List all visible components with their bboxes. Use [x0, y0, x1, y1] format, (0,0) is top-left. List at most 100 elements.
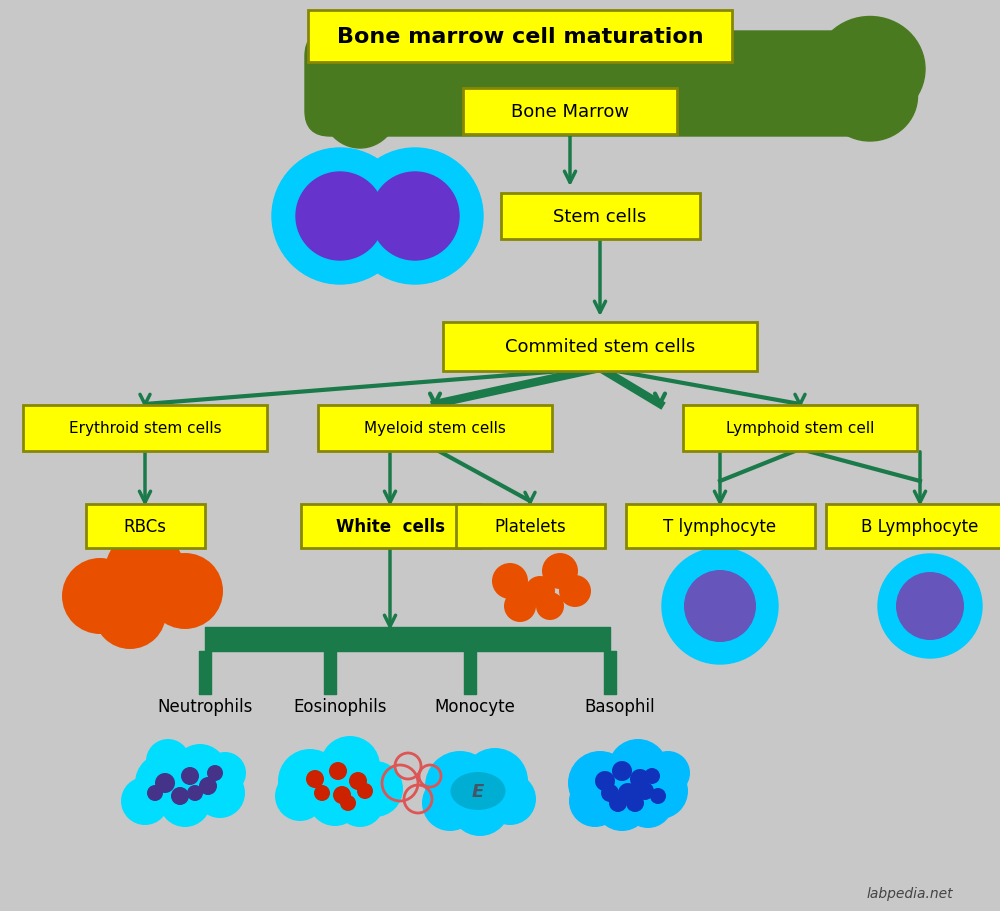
Circle shape	[636, 783, 654, 800]
Circle shape	[347, 148, 483, 284]
Ellipse shape	[310, 23, 400, 138]
Circle shape	[199, 777, 217, 795]
Text: White  cells: White cells	[336, 517, 445, 536]
Circle shape	[181, 767, 199, 785]
FancyBboxPatch shape	[626, 505, 814, 548]
Circle shape	[173, 744, 227, 798]
FancyBboxPatch shape	[456, 505, 604, 548]
Circle shape	[329, 763, 347, 780]
Circle shape	[612, 762, 632, 781]
Text: labpedia.net: labpedia.net	[867, 886, 953, 900]
Circle shape	[630, 769, 650, 789]
Text: Monocyte: Monocyte	[435, 697, 515, 715]
Circle shape	[536, 592, 564, 620]
Circle shape	[121, 777, 169, 825]
Circle shape	[623, 778, 673, 828]
FancyBboxPatch shape	[683, 405, 917, 452]
Circle shape	[484, 773, 536, 825]
Circle shape	[896, 572, 964, 640]
Circle shape	[450, 776, 510, 836]
Circle shape	[504, 590, 536, 622]
Circle shape	[425, 752, 495, 821]
Circle shape	[340, 795, 356, 811]
Text: Erythroid stem cells: Erythroid stem cells	[69, 421, 221, 436]
FancyBboxPatch shape	[23, 405, 267, 452]
Circle shape	[644, 768, 660, 784]
Circle shape	[147, 553, 223, 630]
Circle shape	[278, 749, 342, 814]
FancyBboxPatch shape	[463, 89, 677, 135]
Circle shape	[336, 779, 384, 827]
FancyBboxPatch shape	[301, 505, 480, 548]
FancyBboxPatch shape	[826, 505, 1000, 548]
FancyBboxPatch shape	[308, 11, 732, 63]
Circle shape	[422, 775, 478, 831]
Circle shape	[306, 770, 324, 788]
Text: Platelets: Platelets	[494, 517, 566, 536]
Circle shape	[347, 762, 403, 817]
Circle shape	[187, 785, 203, 801]
Circle shape	[349, 773, 367, 790]
Circle shape	[94, 578, 166, 650]
Circle shape	[559, 576, 591, 608]
Text: Myeloid stem cells: Myeloid stem cells	[364, 421, 506, 436]
Circle shape	[525, 577, 555, 607]
Text: Eosinophils: Eosinophils	[293, 697, 387, 715]
Circle shape	[320, 736, 380, 796]
Ellipse shape	[822, 52, 918, 142]
Circle shape	[595, 771, 615, 791]
Text: B Lymphocyte: B Lymphocyte	[861, 517, 979, 536]
Circle shape	[462, 748, 528, 814]
Circle shape	[333, 786, 351, 804]
Circle shape	[105, 531, 185, 611]
Text: Basophil: Basophil	[585, 697, 655, 715]
Circle shape	[275, 771, 325, 821]
Circle shape	[609, 794, 627, 812]
Circle shape	[296, 173, 384, 261]
Circle shape	[272, 148, 408, 284]
Text: Commited stem cells: Commited stem cells	[505, 338, 695, 355]
Circle shape	[357, 783, 373, 799]
FancyBboxPatch shape	[86, 505, 205, 548]
FancyBboxPatch shape	[305, 32, 905, 137]
Circle shape	[155, 773, 175, 793]
Ellipse shape	[320, 59, 400, 148]
Circle shape	[147, 785, 163, 801]
Text: E: E	[472, 783, 484, 800]
Text: Neutrophils: Neutrophils	[157, 697, 253, 715]
FancyBboxPatch shape	[501, 194, 700, 240]
Circle shape	[646, 752, 690, 795]
Circle shape	[568, 752, 632, 815]
Text: Stem cells: Stem cells	[553, 208, 647, 226]
Circle shape	[608, 739, 668, 799]
Circle shape	[207, 765, 223, 781]
Circle shape	[204, 752, 246, 794]
Circle shape	[171, 787, 189, 805]
Ellipse shape	[451, 773, 506, 810]
FancyBboxPatch shape	[318, 405, 552, 452]
Circle shape	[569, 775, 621, 827]
Circle shape	[62, 558, 138, 634]
Circle shape	[650, 788, 666, 804]
Circle shape	[492, 563, 528, 599]
Circle shape	[601, 784, 619, 802]
Text: RBCs: RBCs	[124, 517, 167, 536]
Circle shape	[542, 553, 578, 589]
Text: Lymphoid stem cell: Lymphoid stem cell	[726, 421, 874, 436]
Circle shape	[684, 570, 756, 642]
Text: Bone Marrow: Bone Marrow	[511, 103, 629, 121]
Circle shape	[371, 173, 459, 261]
Circle shape	[594, 775, 650, 831]
Circle shape	[618, 783, 638, 804]
Circle shape	[632, 763, 688, 819]
Text: Bone marrow cell maturation: Bone marrow cell maturation	[337, 27, 703, 47]
Ellipse shape	[815, 17, 925, 122]
Circle shape	[195, 768, 245, 818]
Circle shape	[314, 785, 330, 801]
Circle shape	[308, 773, 362, 826]
Circle shape	[626, 794, 644, 812]
Circle shape	[135, 753, 195, 814]
Circle shape	[146, 739, 190, 783]
Circle shape	[878, 555, 982, 659]
FancyBboxPatch shape	[443, 322, 757, 371]
